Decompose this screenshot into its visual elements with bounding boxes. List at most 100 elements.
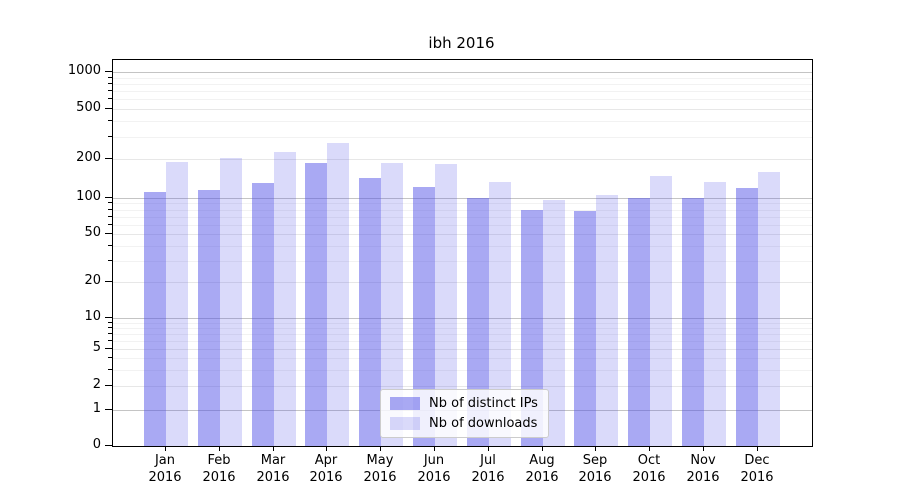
gridline-minor-800 (113, 84, 812, 85)
y-tick-label-50: 50 (84, 225, 101, 240)
gridline-minor-600 (113, 99, 812, 100)
y-tick-200 (105, 158, 112, 159)
y-tick-1000 (105, 71, 112, 72)
y-tick-label-20: 20 (84, 273, 101, 288)
x-tick-label-oct: Oct 2016 (632, 453, 666, 485)
legend-swatch-ips (390, 397, 420, 410)
y-tick-minor-7 (108, 333, 112, 334)
x-tick-jul (488, 446, 489, 451)
bar-downloads-jan (166, 162, 188, 446)
chart-title: ibh 2016 (428, 34, 495, 52)
gridline-minor-9 (113, 323, 812, 324)
legend-swatch-downloads (390, 417, 420, 430)
bar-ips-apr (305, 162, 327, 446)
y-tick-minor-600 (108, 98, 112, 99)
y-tick-label-1: 1 (92, 401, 101, 416)
bar-ips-mar (252, 183, 274, 446)
gridline-20 (113, 282, 812, 283)
x-tick-label-jan: Jan 2016 (148, 453, 182, 485)
y-tick-2 (105, 385, 112, 386)
x-tick-dec (757, 446, 758, 451)
legend-label-ips: Nb of distinct IPs (429, 396, 538, 411)
x-tick-label-jun: Jun 2016 (417, 453, 451, 485)
y-tick-minor-800 (108, 83, 112, 84)
y-tick-label-1000: 1000 (67, 63, 101, 78)
y-tick-500 (105, 108, 112, 109)
y-tick-minor-9 (108, 322, 112, 323)
x-tick-label-may: May 2016 (363, 453, 397, 485)
gridline-minor-7 (113, 334, 812, 335)
x-tick-label-jul: Jul 2016 (471, 453, 505, 485)
plot-area (112, 59, 813, 447)
x-tick-mar (273, 446, 274, 451)
gridline-minor-6 (113, 341, 812, 342)
x-tick-oct (649, 446, 650, 451)
y-tick-minor-30 (108, 260, 112, 261)
y-tick-minor-6 (108, 340, 112, 341)
x-tick-label-aug: Aug 2016 (525, 453, 559, 485)
legend-item-downloads: Nb of downloads (390, 416, 538, 431)
gridline-2 (113, 386, 812, 387)
gridline-500 (113, 109, 812, 110)
gridline-minor-3 (113, 370, 812, 371)
legend-item-ips: Nb of distinct IPs (390, 396, 538, 411)
bar-ips-oct (628, 198, 650, 446)
bar-ips-nov (682, 198, 704, 446)
bar-downloads-aug (543, 199, 565, 446)
bar-downloads-oct (650, 176, 672, 446)
bar-ips-feb (198, 190, 220, 446)
y-tick-minor-3 (108, 369, 112, 370)
x-tick-label-apr: Apr 2016 (309, 453, 343, 485)
x-tick-label-nov: Nov 2016 (686, 453, 720, 485)
bar-ips-jan (144, 191, 166, 446)
x-tick-aug (542, 446, 543, 451)
y-tick-20 (105, 281, 112, 282)
bar-ips-jul (467, 198, 489, 446)
bar-downloads-dec (758, 172, 780, 446)
gridline-minor-80 (113, 210, 812, 211)
gridline-minor-30 (113, 261, 812, 262)
x-tick-nov (703, 446, 704, 451)
x-tick-label-mar: Mar 2016 (256, 453, 290, 485)
x-tick-jun (434, 446, 435, 451)
bar-ips-dec (736, 188, 758, 446)
legend-label-downloads: Nb of downloads (429, 416, 538, 431)
bar-downloads-mar (274, 151, 296, 446)
bar-ips-may (359, 177, 381, 446)
y-tick-minor-400 (108, 120, 112, 121)
y-tick-label-200: 200 (76, 150, 101, 165)
y-tick-minor-8 (108, 327, 112, 328)
gridline-5 (113, 349, 812, 350)
bar-downloads-sep (596, 194, 618, 446)
y-tick-minor-90 (108, 202, 112, 203)
bar-ips-sep (574, 210, 596, 446)
y-tick-minor-80 (108, 209, 112, 210)
gridline-minor-700 (113, 91, 812, 92)
x-tick-sep (595, 446, 596, 451)
gridline-minor-90 (113, 203, 812, 204)
y-tick-label-10: 10 (84, 309, 101, 324)
y-tick-label-2: 2 (92, 377, 101, 392)
y-tick-minor-700 (108, 90, 112, 91)
x-tick-jan (165, 446, 166, 451)
gridline-minor-900 (113, 78, 812, 79)
x-tick-label-sep: Sep 2016 (578, 453, 612, 485)
y-tick-10 (105, 317, 112, 318)
legend: Nb of distinct IPs Nb of downloads (380, 389, 549, 438)
x-tick-label-feb: Feb 2016 (202, 453, 236, 485)
gridline-minor-4 (113, 358, 812, 359)
y-tick-label-5: 5 (92, 340, 101, 355)
gridline-minor-300 (113, 137, 812, 138)
y-tick-minor-900 (108, 77, 112, 78)
bar-downloads-jul (489, 182, 511, 446)
gridline-minor-70 (113, 217, 812, 218)
bar-downloads-may (381, 163, 403, 446)
bar-downloads-apr (327, 142, 349, 446)
gridline-50 (113, 234, 812, 235)
gridline-minor-40 (113, 246, 812, 247)
y-tick-minor-4 (108, 357, 112, 358)
gridline-10 (113, 318, 812, 319)
x-tick-label-dec: Dec 2016 (740, 453, 774, 485)
gridline-100 (113, 198, 812, 199)
